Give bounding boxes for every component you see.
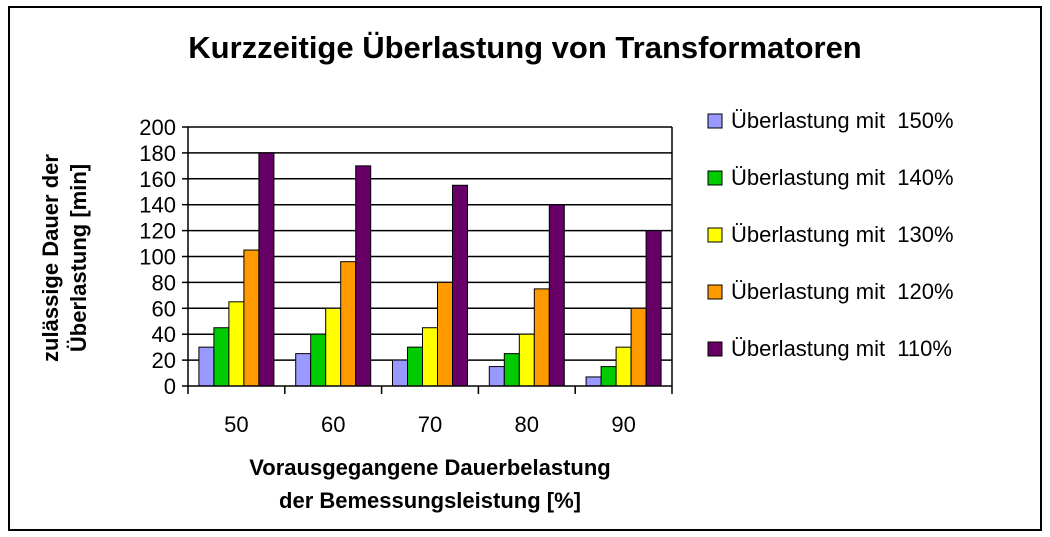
bar <box>407 346 423 387</box>
legend-label: Überlastung mit 140% <box>731 165 954 190</box>
x-axis-title-line-2: der Bemessungsleistung [%] <box>279 488 581 513</box>
legend-swatch <box>707 284 723 300</box>
y-tick-label: 20 <box>152 348 176 373</box>
y-tick-label: 40 <box>152 322 176 347</box>
bar <box>422 327 438 387</box>
legend-label: Überlastung mit 120% <box>731 279 954 304</box>
x-tick-label: 90 <box>611 412 635 437</box>
legend: Überlastung mit 150% Überlastung mit 140%… <box>707 108 954 361</box>
bar <box>392 359 408 387</box>
bar <box>310 333 327 387</box>
bar <box>600 366 617 387</box>
legend-swatch <box>707 113 723 129</box>
bar <box>503 353 520 387</box>
y-tick-label: 120 <box>139 219 176 244</box>
bar <box>585 376 602 387</box>
bar <box>615 346 632 387</box>
bar <box>213 327 230 387</box>
y-tick-label: 0 <box>164 374 176 399</box>
bar <box>355 165 372 387</box>
bar <box>228 301 245 387</box>
bar <box>437 281 453 387</box>
legend-swatch <box>707 227 723 243</box>
x-tick-labels: 50 60 70 80 90 <box>187 386 673 437</box>
bar <box>340 261 357 387</box>
bar <box>533 288 550 387</box>
bar <box>325 307 342 387</box>
y-axis-title-line-2: Überlastung [min] <box>66 164 91 352</box>
bar <box>548 204 565 387</box>
y-tick-label: 100 <box>139 245 176 270</box>
chart-frame <box>8 6 1042 531</box>
chart-title: Kurzzeitige Überlastung von Transformato… <box>188 30 862 65</box>
bar <box>518 333 535 387</box>
legend-label: Überlastung mit 110% <box>731 336 952 361</box>
legend-label: Überlastung mit 130% <box>731 222 954 247</box>
x-tick-label: 50 <box>224 412 248 437</box>
y-tick-label: 200 <box>139 115 176 140</box>
bar <box>258 152 275 387</box>
bar <box>198 346 215 387</box>
bar <box>645 230 662 387</box>
legend-label: Überlastung mit 150% <box>731 108 954 133</box>
x-tick-label: 80 <box>515 412 539 437</box>
bar <box>295 353 312 387</box>
y-tick-label: 140 <box>139 193 176 218</box>
y-tick-label: 160 <box>139 167 176 192</box>
y-tick-label: 60 <box>152 296 176 321</box>
bar <box>630 307 647 387</box>
bar <box>488 366 505 387</box>
x-tick-label: 70 <box>418 412 442 437</box>
x-axis-title-line-1: Vorausgegangene Dauerbelastung <box>249 455 610 480</box>
bar <box>243 249 260 387</box>
legend-swatch <box>707 341 723 357</box>
y-tick-label: 180 <box>139 141 176 166</box>
legend-swatch <box>707 170 723 186</box>
bar <box>452 184 468 387</box>
bars <box>198 152 662 387</box>
y-tick-label: 80 <box>152 270 176 295</box>
y-axis-title-line-1: zulässige Dauer der <box>38 154 63 362</box>
x-tick-label: 60 <box>321 412 345 437</box>
